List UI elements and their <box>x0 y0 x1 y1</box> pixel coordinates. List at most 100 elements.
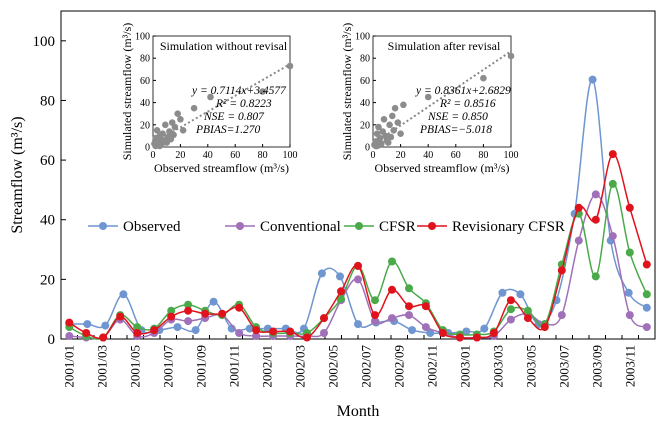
series-revisionary-cfsr <box>65 150 651 342</box>
x-tick-label: 2001/07 <box>160 345 175 388</box>
series-point <box>472 333 481 342</box>
series-point <box>218 309 227 318</box>
x-tick-label: 2003/05 <box>523 345 538 388</box>
legend-marker <box>236 222 244 230</box>
series-point <box>625 248 634 257</box>
scatter-point <box>387 133 395 141</box>
series-point <box>150 326 159 335</box>
inset-r2: R² = 0.8516 <box>439 98 496 110</box>
x-tick-label: 2001/03 <box>94 345 109 388</box>
scatter-point <box>380 116 388 123</box>
legend-item: Revisionary CFSR <box>417 219 565 235</box>
y-tick-label: 60 <box>40 153 55 169</box>
series-point <box>371 296 379 305</box>
series-point <box>405 302 413 311</box>
inset-y-tick-label: 0 <box>365 143 370 154</box>
series-point <box>642 323 651 332</box>
series-point <box>591 190 600 199</box>
series-point <box>574 236 583 245</box>
x-tick-label: 2001/01 <box>61 345 76 388</box>
scatter-point <box>386 121 393 129</box>
series-point <box>336 272 344 281</box>
inset-y-tick-label: 20 <box>360 120 370 131</box>
inset-x-tick-label: 100 <box>283 150 298 161</box>
series-point <box>498 288 507 297</box>
scatter-point <box>397 130 404 137</box>
legend-item: Observed <box>88 219 181 235</box>
series-point <box>320 329 328 337</box>
series-point <box>252 332 261 340</box>
x-tick-label: 2003/11 <box>622 345 637 387</box>
inset-x-tick-label: 80 <box>258 150 268 161</box>
series-point <box>65 318 74 327</box>
scatter-point <box>400 101 407 109</box>
x-axis-label: Month <box>337 403 380 420</box>
inset-x-tick-label: 0 <box>151 150 156 161</box>
series-point <box>371 311 379 320</box>
legend: Observed Conventional CFSR Revisionary CFSR <box>88 219 565 235</box>
scatter-point <box>389 112 396 120</box>
main-series <box>65 75 651 342</box>
series-point <box>462 327 471 336</box>
series-point <box>642 303 651 312</box>
inset-nse: NSE = 0.850 <box>427 111 488 123</box>
inset-y-tick-label: 60 <box>360 76 370 87</box>
x-tick-label: 2002/05 <box>325 345 340 388</box>
series-point <box>642 290 651 299</box>
inset-x-tick-label: 40 <box>203 150 213 161</box>
x-tick-label: 2002/07 <box>358 345 373 388</box>
inset-y-tick-label: 100 <box>135 32 150 43</box>
series-point <box>426 329 435 337</box>
series-point <box>408 326 417 335</box>
inset-x-tick-label: 0 <box>371 150 376 161</box>
scatter-point <box>480 74 487 82</box>
inset-title: Simulation without revisal <box>160 39 288 53</box>
legend-label: Revisionary CFSR <box>452 219 565 235</box>
scatter-point <box>424 93 432 101</box>
series-point <box>65 332 74 340</box>
series-point <box>421 323 430 332</box>
series-point <box>455 333 464 342</box>
series-point <box>252 326 261 335</box>
series-point <box>608 232 617 241</box>
series-point <box>303 333 311 342</box>
inset-r2: R² = 0.8223 <box>215 98 272 110</box>
series-point <box>82 329 91 337</box>
scatter-point <box>207 93 214 101</box>
series-point <box>184 306 193 315</box>
legend-marker <box>99 222 107 230</box>
legend-item: Conventional <box>225 219 341 235</box>
legend-marker <box>428 222 436 230</box>
scatter-point <box>390 127 398 134</box>
scatter-point <box>391 104 399 112</box>
inset-x-tick-label: 60 <box>451 150 461 161</box>
x-tick-label: 2002/03 <box>292 345 307 388</box>
series-point <box>101 321 110 330</box>
series-point <box>119 290 128 299</box>
scatter-point <box>376 134 384 142</box>
series-point <box>388 314 396 323</box>
scatter-point <box>507 52 515 60</box>
series-point <box>557 311 566 320</box>
inset-title: Simulation after revisal <box>388 39 501 53</box>
series-line <box>68 153 648 340</box>
inset-y-tick-label: 80 <box>360 54 370 65</box>
series-point <box>371 317 379 326</box>
scatter-point <box>190 104 198 112</box>
series-point <box>320 314 328 323</box>
series-point <box>235 329 244 337</box>
inset-equation: y = 0.8361x+2.6829 <box>415 85 511 97</box>
series-point <box>354 275 362 284</box>
series-point <box>516 290 525 299</box>
inset-x-tick-label: 80 <box>478 150 488 161</box>
series-point <box>624 288 633 297</box>
series-point <box>133 323 142 332</box>
x-tick-label: 2003/07 <box>556 345 571 388</box>
scatter-point <box>153 127 161 134</box>
legend-label: CFSR <box>379 219 416 235</box>
series-point <box>286 327 295 336</box>
x-tick-label: 2003/09 <box>589 345 604 388</box>
y-tick-label: 100 <box>33 34 56 50</box>
series-point <box>438 329 447 337</box>
